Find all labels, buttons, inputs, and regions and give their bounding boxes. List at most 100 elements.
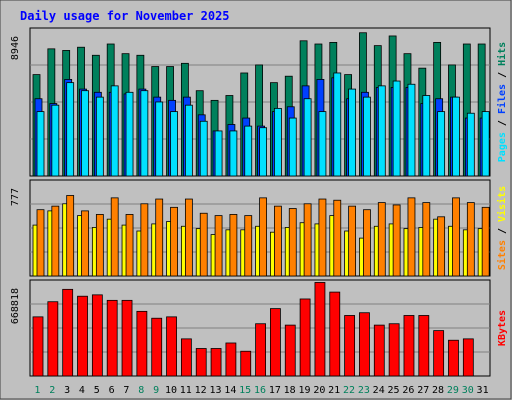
x-tick-label: 10	[165, 385, 177, 396]
pages-bar	[318, 111, 327, 177]
x-tick-label: 30	[462, 385, 474, 396]
sites-bar	[184, 198, 193, 277]
hits-max-label: 8946	[10, 36, 21, 60]
x-tick-label: 9	[153, 385, 159, 396]
hits-legend-files: Files	[496, 84, 508, 114]
sites-bar	[155, 198, 164, 277]
hits-legend-hits: Hits	[496, 42, 508, 66]
sites-bar	[318, 198, 327, 277]
kbytes-bar	[240, 350, 252, 377]
sites-bar	[110, 197, 119, 277]
pages-bar	[155, 101, 164, 177]
x-tick-label: 28	[432, 385, 444, 396]
kbytes-bar	[255, 323, 266, 377]
pages-bar	[51, 104, 60, 177]
kbytes-bar	[91, 294, 103, 377]
kbytes-bar	[373, 324, 385, 377]
x-tick-label: 17	[269, 385, 281, 396]
pages-bar	[333, 72, 342, 177]
x-tick-label: 16	[254, 385, 266, 396]
x-tick-label: 29	[447, 385, 459, 396]
x-tick-label: 21	[328, 385, 340, 396]
x-tick-label: 27	[417, 385, 429, 396]
kbytes-bar	[106, 299, 118, 377]
pages-bar	[110, 85, 119, 177]
kbytes-legend: KBytes	[497, 310, 508, 346]
kbytes-bar	[77, 295, 88, 377]
sites-bar	[36, 209, 45, 277]
pages-bar	[392, 80, 401, 177]
chart-title: Daily usage for November 2025	[20, 9, 230, 23]
sites-bar	[125, 214, 134, 277]
kbytes-bar	[418, 315, 430, 377]
sites-bar	[422, 202, 431, 277]
pages-bar	[363, 96, 371, 177]
pages-bar	[288, 117, 297, 177]
pages-bar	[452, 96, 460, 177]
pages-bar	[214, 130, 223, 177]
x-tick-label: 7	[123, 385, 129, 396]
sites-bar	[348, 205, 357, 277]
kbytes-bar	[433, 330, 445, 377]
x-tick-label: 19	[298, 385, 310, 396]
pages-bar	[81, 90, 89, 177]
sites-bar	[466, 202, 475, 277]
pages-bar	[422, 95, 431, 177]
sites-bar	[259, 197, 267, 277]
sites-bar	[95, 214, 104, 277]
kbytes-bar	[195, 348, 207, 377]
x-tick-label: 15	[239, 385, 251, 396]
pages-bar	[481, 111, 490, 177]
hits-legend-separator: /	[497, 114, 508, 132]
pages-bar	[66, 82, 75, 177]
x-tick-label: 25	[388, 385, 400, 396]
sites-bar	[51, 205, 60, 277]
pages-bar	[199, 120, 208, 177]
sites-bar	[452, 197, 460, 277]
kbytes-max-label: 668818	[10, 288, 21, 324]
sites-bar	[244, 215, 253, 277]
sites-bar	[214, 215, 223, 277]
x-tick-label: 8	[138, 385, 144, 396]
hits-legend: Pages / Files / Hits	[496, 42, 508, 162]
pages-bar	[140, 90, 149, 177]
x-tick-label: 4	[79, 385, 85, 396]
pages-bar	[184, 104, 193, 177]
kbytes-bar	[180, 338, 192, 377]
kbytes-bar	[329, 291, 341, 377]
sites-bar	[66, 195, 75, 277]
x-tick-label: 26	[402, 385, 414, 396]
visits-legend-visits: Visits	[496, 186, 508, 222]
pages-bar	[244, 125, 253, 177]
pages-bar	[274, 107, 282, 177]
x-tick-label: 23	[358, 385, 370, 396]
x-tick-label: 13	[209, 385, 221, 396]
pages-bar	[466, 112, 475, 177]
hits-legend-pages: Pages	[497, 132, 508, 162]
sites-bar	[407, 197, 416, 277]
sites-bar	[481, 206, 490, 277]
pages-bar	[407, 83, 416, 177]
x-tick-label: 5	[94, 385, 100, 396]
kbytes-bar	[270, 308, 281, 377]
kbytes-bar	[225, 342, 237, 377]
x-tick-label: 11	[180, 385, 192, 396]
pages-bar	[229, 130, 238, 177]
x-tick-label: 14	[224, 385, 236, 396]
kbytes-bar	[359, 312, 370, 377]
pages-bar	[125, 91, 134, 177]
hits-legend-separator: /	[497, 66, 508, 84]
sites-bar	[363, 209, 371, 277]
pages-bar	[348, 88, 357, 177]
visits-max-label: 777	[10, 188, 21, 206]
sites-bar	[437, 216, 446, 277]
sites-bar	[333, 199, 342, 277]
sites-bar	[303, 203, 312, 277]
x-tick-label: 31	[477, 385, 489, 396]
x-tick-label: 2	[49, 385, 55, 396]
pages-bar	[377, 85, 386, 177]
sites-bar	[229, 214, 238, 277]
pages-bar	[170, 111, 178, 177]
kbytes-bar	[462, 338, 474, 377]
